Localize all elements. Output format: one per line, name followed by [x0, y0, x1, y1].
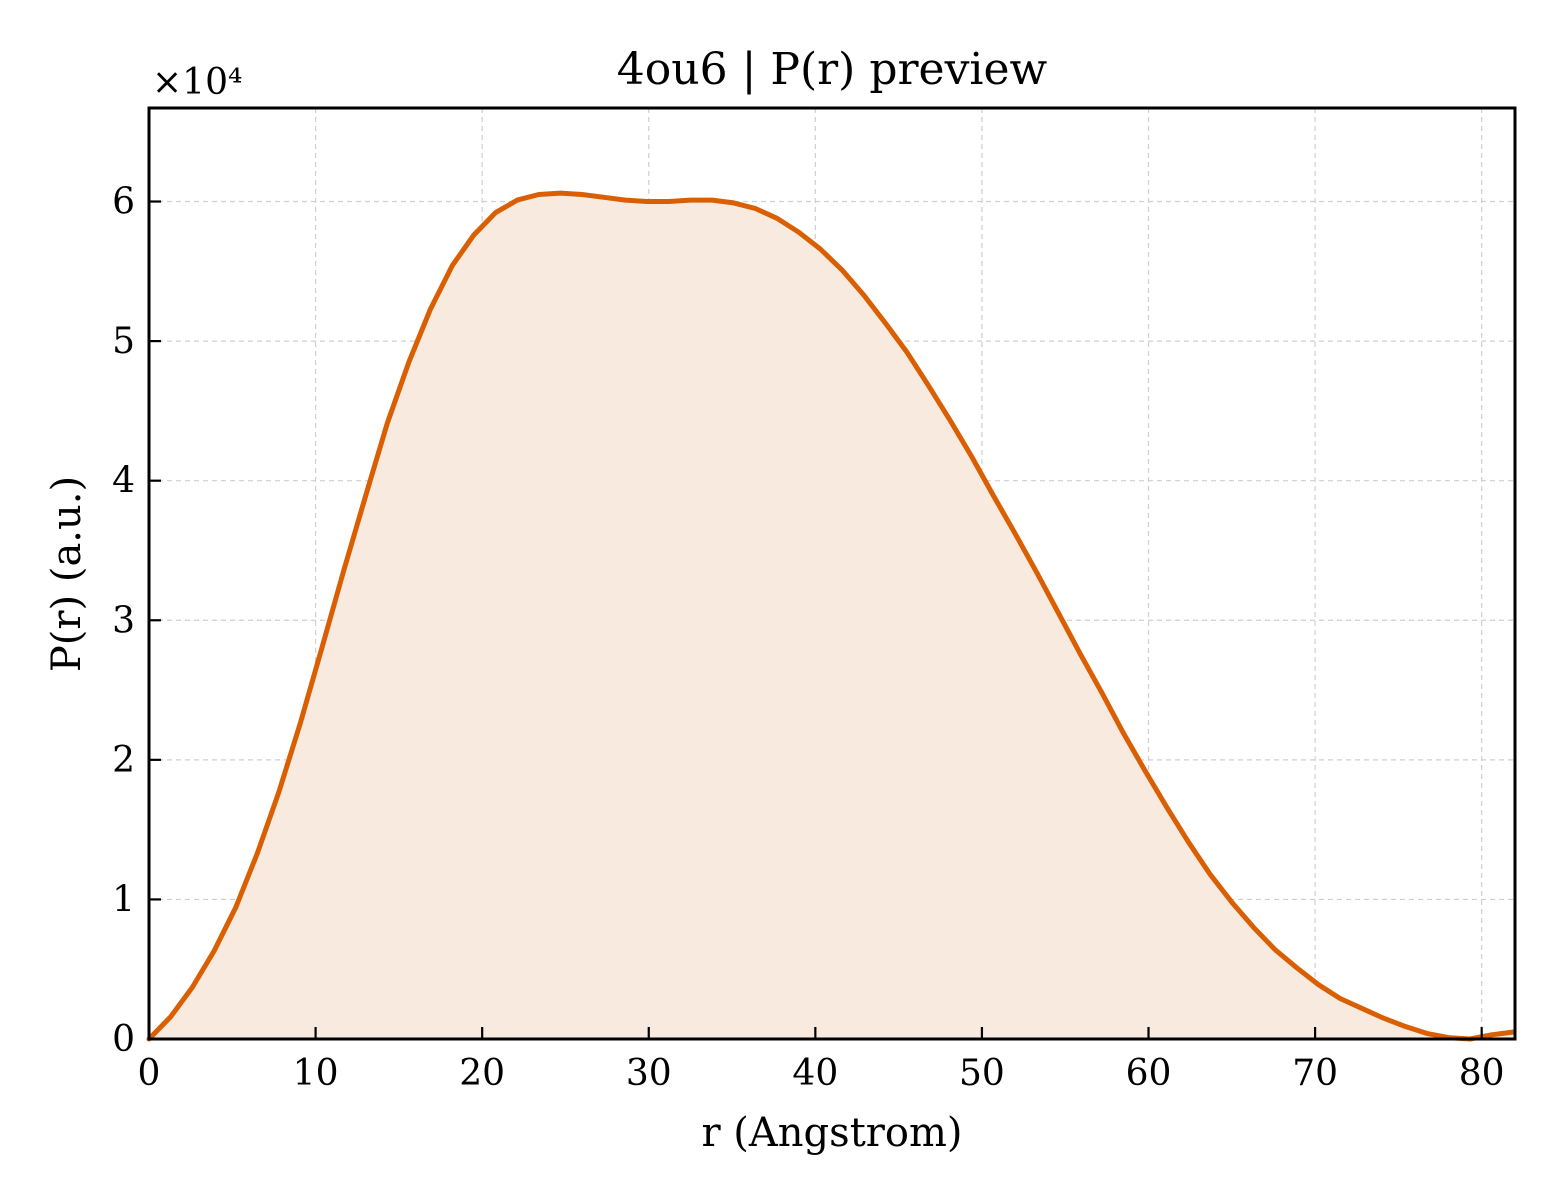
y-tick-label: 4 [112, 461, 135, 502]
x-tick-label: 50 [959, 1053, 1005, 1094]
x-tick-label: 10 [293, 1053, 339, 1094]
tick-marks [147, 200, 1483, 1041]
y-tick-label: 6 [112, 182, 135, 223]
x-tick-label: 30 [626, 1053, 672, 1094]
tick-labels: 0 10 20 30 40 50 60 70 80 0 1 2 3 4 5 6 [112, 182, 1504, 1094]
y-offset-label: ×10⁴ [152, 62, 242, 103]
x-tick-label: 0 [138, 1053, 161, 1094]
x-tick-label: 70 [1292, 1053, 1338, 1094]
y-tick-label: 0 [112, 1019, 135, 1060]
pr-area-fill [149, 193, 1514, 1040]
x-tick-label: 80 [1459, 1053, 1505, 1094]
x-tick-label: 60 [1126, 1053, 1172, 1094]
y-axis-label: P(r) (a.u.) [44, 476, 90, 672]
y-tick-label: 1 [112, 879, 135, 920]
x-tick-label: 40 [792, 1053, 838, 1094]
chart-title: 4ou6 | P(r) preview [617, 44, 1048, 95]
y-tick-label: 3 [112, 600, 135, 641]
y-tick-label: 5 [112, 321, 135, 362]
x-tick-label: 20 [459, 1053, 505, 1094]
pr-series-line [146, 190, 1516, 1042]
x-axis-label: r (Angstrom) [701, 1110, 962, 1156]
y-tick-label: 2 [112, 740, 135, 781]
plot-frame [147, 106, 1517, 1041]
